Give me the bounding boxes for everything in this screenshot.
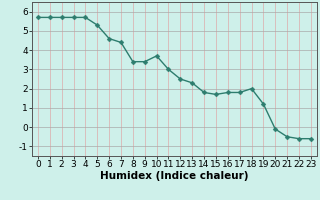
X-axis label: Humidex (Indice chaleur): Humidex (Indice chaleur) xyxy=(100,171,249,181)
